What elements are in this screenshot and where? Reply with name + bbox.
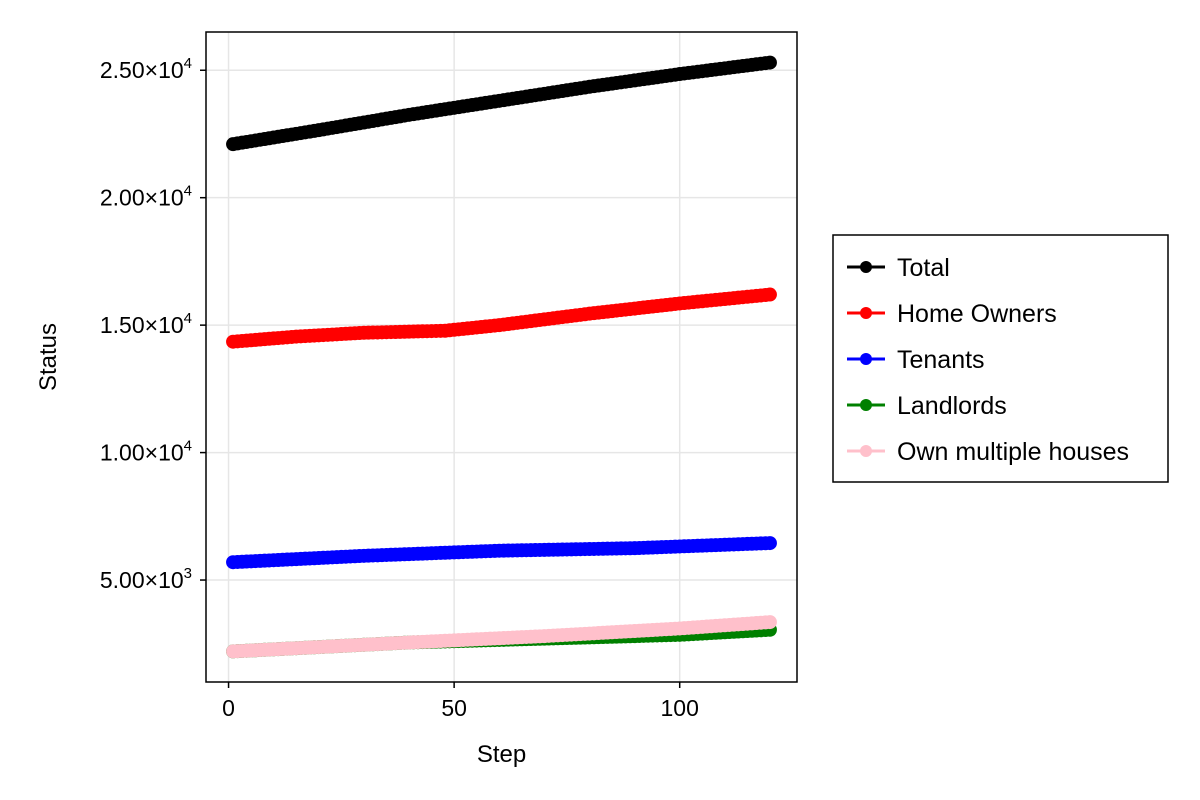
legend-item: Own multiple houses — [847, 438, 1129, 466]
plot-frame — [205, 31, 798, 683]
y-tick-label: 2.50×104 — [100, 55, 192, 83]
legend-label: Total — [897, 254, 950, 282]
legend-item: Tenants — [847, 346, 985, 374]
series-tenants — [226, 536, 777, 570]
series-home-owners — [226, 287, 777, 349]
legend-marker — [860, 261, 872, 273]
legend-item: Total — [847, 254, 950, 282]
data-point — [762, 55, 777, 70]
x-tick-label: 100 — [661, 695, 699, 721]
data-point — [762, 287, 777, 302]
x-tick-label: 0 — [222, 695, 235, 721]
y-tick-label: 1.50×104 — [100, 310, 192, 338]
plot-data — [226, 55, 777, 659]
legend-marker — [860, 307, 872, 319]
legend-label: Landlords — [897, 392, 1007, 420]
legend-label: Tenants — [897, 346, 985, 374]
axes: 0 50 100 5.00×103 1.00×104 1.50×104 2.00×104 2.… — [100, 55, 699, 721]
data-point — [762, 536, 777, 551]
series-total — [226, 55, 777, 152]
legend-label: Home Owners — [897, 300, 1057, 328]
legend: Total Home Owners Tenants Landlords Own mult… — [832, 234, 1169, 483]
y-tick-label: 2.00×104 — [100, 183, 192, 211]
x-tick-label: 50 — [441, 695, 467, 721]
series-own-multiple-houses — [226, 615, 777, 659]
legend-item: Landlords — [847, 392, 1007, 420]
legend-marker — [860, 353, 872, 365]
data-point — [762, 615, 777, 630]
y-tick-label: 1.00×104 — [100, 438, 192, 466]
y-tick-label: 5.00×103 — [100, 565, 192, 593]
legend-marker — [860, 445, 872, 457]
legend-item: Home Owners — [847, 300, 1057, 328]
legend-marker — [860, 399, 872, 411]
legend-label: Own multiple houses — [897, 438, 1129, 466]
x-axis-title: Step — [477, 741, 526, 768]
legend-box — [832, 234, 1169, 483]
y-axis-title: Status — [35, 323, 62, 391]
